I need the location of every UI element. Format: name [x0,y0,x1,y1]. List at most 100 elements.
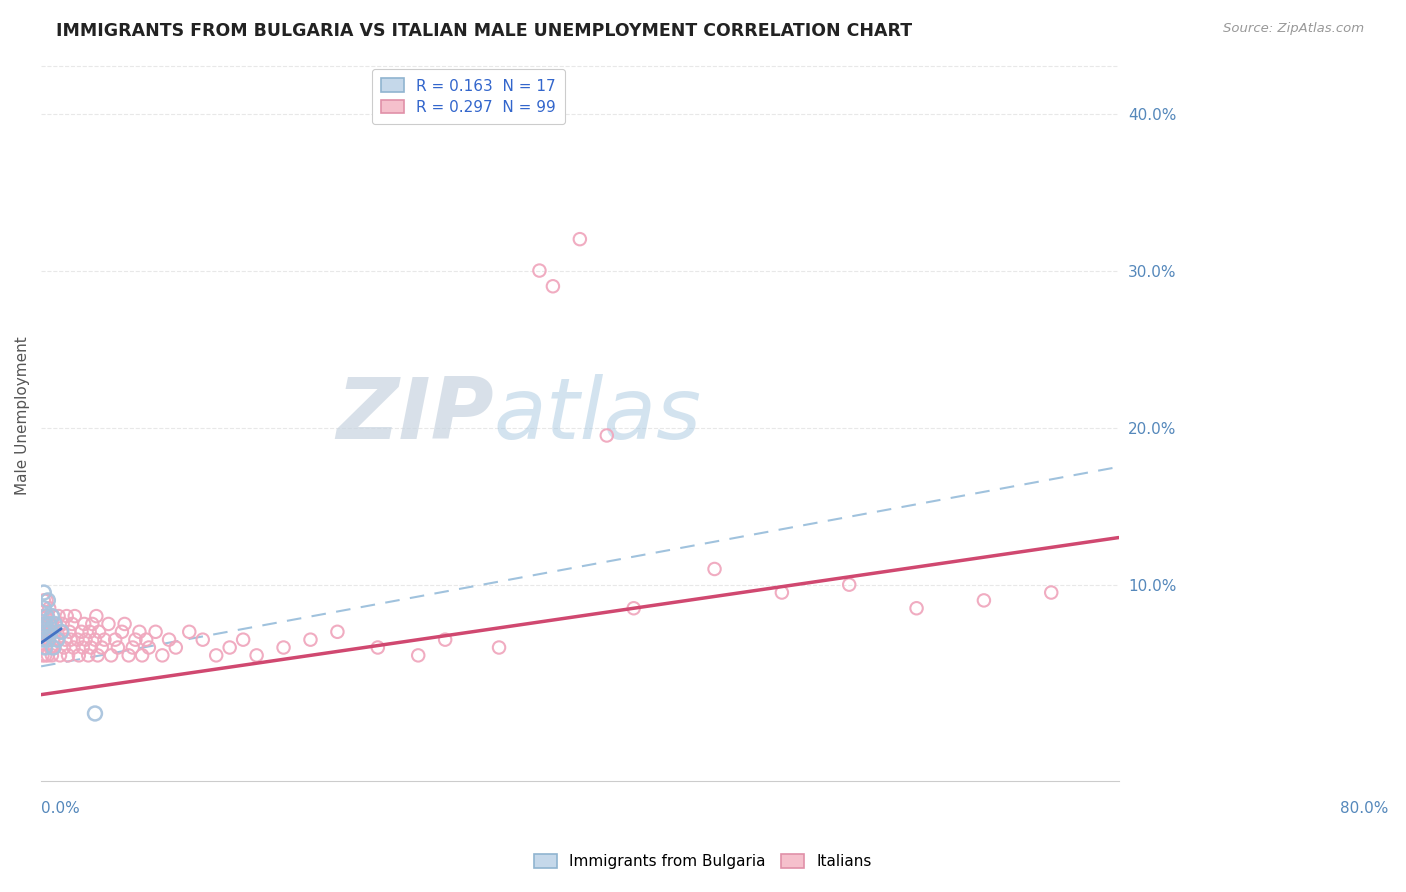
Point [35,632,58,647]
Point [52,616,75,631]
Text: 0.0%: 0.0% [41,801,80,816]
Point [367,640,389,655]
Point [84,706,107,721]
Point [973,593,995,607]
Point [703,562,725,576]
Point [70,624,93,639]
Point [32,616,55,631]
Point [623,601,645,615]
Point [34,640,56,655]
Point [34,648,56,663]
Text: 80.0%: 80.0% [1340,801,1388,816]
Y-axis label: Male Unemployment: Male Unemployment [15,336,30,495]
Point [273,640,295,655]
Point [45,616,67,631]
Point [39,624,62,639]
Point [131,648,153,663]
Point [596,428,619,442]
Point [90,640,112,655]
Point [86,609,108,624]
Point [87,624,110,639]
Point [138,640,160,655]
Point [49,648,72,663]
Point [135,632,157,647]
Point [128,624,150,639]
Point [35,593,58,607]
Point [205,648,228,663]
Point [145,624,167,639]
Point [42,609,65,624]
Point [38,601,60,615]
Point [58,624,80,639]
Point [157,632,180,647]
Point [93,632,115,647]
Point [35,616,58,631]
Point [35,609,58,624]
Point [55,609,77,624]
Point [77,648,100,663]
Point [107,640,129,655]
Point [31,632,53,647]
Point [568,232,591,246]
Point [114,616,136,631]
Point [41,648,63,663]
Point [80,640,103,655]
Point [179,624,201,639]
Point [51,624,73,639]
Point [41,609,63,624]
Point [84,632,107,647]
Point [86,648,108,663]
Point [82,616,104,631]
Point [232,632,254,647]
Point [72,640,94,655]
Point [37,593,59,607]
Point [46,632,69,647]
Point [59,632,82,647]
Point [541,279,564,293]
Point [165,640,187,655]
Point [38,616,60,631]
Point [42,640,65,655]
Point [32,585,55,599]
Point [35,624,58,639]
Point [905,601,928,615]
Point [100,648,122,663]
Point [31,648,53,663]
Point [150,648,173,663]
Point [39,640,62,655]
Point [34,616,56,631]
Point [34,609,56,624]
Point [121,640,143,655]
Point [1040,585,1063,599]
Point [37,624,59,639]
Point [44,640,66,655]
Point [63,609,86,624]
Point [51,624,73,639]
Point [838,577,860,591]
Point [62,640,84,655]
Point [218,640,240,655]
Point [124,632,146,647]
Point [326,624,349,639]
Point [111,624,134,639]
Point [44,616,66,631]
Point [75,632,97,647]
Point [32,601,55,615]
Point [299,632,322,647]
Point [37,632,59,647]
Legend: R = 0.163  N = 17, R = 0.297  N = 99: R = 0.163 N = 17, R = 0.297 N = 99 [373,70,565,124]
Point [41,616,63,631]
Point [34,624,56,639]
Point [529,263,551,277]
Point [31,609,53,624]
Point [191,632,214,647]
Point [48,609,70,624]
Point [46,632,69,647]
Text: IMMIGRANTS FROM BULGARIA VS ITALIAN MALE UNEMPLOYMENT CORRELATION CHART: IMMIGRANTS FROM BULGARIA VS ITALIAN MALE… [56,22,912,40]
Point [118,648,141,663]
Legend: Immigrants from Bulgaria, Italians: Immigrants from Bulgaria, Italians [529,848,877,875]
Text: Source: ZipAtlas.com: Source: ZipAtlas.com [1223,22,1364,36]
Point [53,640,76,655]
Point [66,632,89,647]
Point [32,593,55,607]
